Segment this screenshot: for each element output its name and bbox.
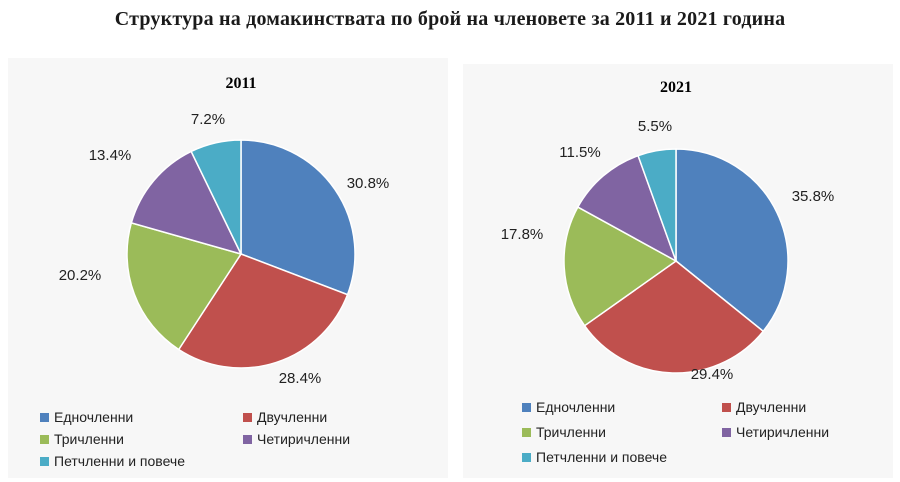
legend-swatch-2 xyxy=(722,403,731,412)
legend-label-5: Петчленни и повече xyxy=(54,453,185,469)
pie-title: 2021 xyxy=(660,79,692,96)
pie-slice-4 xyxy=(130,150,243,256)
data-label-2: 28.4% xyxy=(279,370,322,387)
pie-title: 2011 xyxy=(225,75,256,92)
data-label-3: 17.8% xyxy=(501,226,544,243)
data-label-4: 13.4% xyxy=(89,147,132,164)
legend-swatch-1 xyxy=(522,403,531,412)
legend-label-4: Четиричленни xyxy=(257,431,350,447)
chart-main-title: Структура на домакинствата по брой на чл… xyxy=(114,8,786,30)
legend-swatch-3 xyxy=(522,428,531,437)
legend-label-3: Тричленни xyxy=(54,431,124,447)
pie-slice-5 xyxy=(637,148,677,262)
legend-swatch-1 xyxy=(40,413,49,422)
legend-label-3: Тричленни xyxy=(536,424,606,440)
data-label-5: 7.2% xyxy=(191,111,225,128)
legend-swatch-4 xyxy=(243,435,252,444)
pie-slice-1 xyxy=(675,148,789,333)
legend-label-2: Двучленни xyxy=(736,399,806,415)
pie-slice-2 xyxy=(583,260,765,374)
pie-slice-1 xyxy=(240,139,356,296)
pie-slice-3 xyxy=(563,206,678,327)
legend: Едночленни Двучленни Тричленни Четиричленни… xyxy=(40,409,350,469)
legend-label-2: Двучленни xyxy=(257,409,327,425)
pie-slice-4 xyxy=(576,154,678,263)
pie-slice-2 xyxy=(177,253,349,369)
legend-label-1: Едночленни xyxy=(54,409,133,425)
legend-swatch-3 xyxy=(40,435,49,444)
legend-label-5: Петчленни и повече xyxy=(536,449,667,465)
pie-chart-2021: 2021 35.8% 29.4% 17.8% 11.5% 5.5% Едночленни Дв… xyxy=(501,79,835,465)
data-label-4: 11.5% xyxy=(559,144,600,161)
legend-swatch-5 xyxy=(522,453,531,462)
legend-label-1: Едночленни xyxy=(536,399,615,415)
legend-swatch-5 xyxy=(40,457,49,466)
legend-swatch-4 xyxy=(722,428,731,437)
data-label-5: 5.5% xyxy=(638,118,672,135)
legend: Едночленни Двучленни Тричленни Четиричленни… xyxy=(522,399,829,465)
pie-slice-5 xyxy=(190,139,242,255)
legend-swatch-2 xyxy=(243,413,252,422)
data-label-2: 29.4% xyxy=(691,366,734,383)
legend-label-4: Четиричленни xyxy=(736,424,829,440)
data-label-1: 30.8% xyxy=(347,175,390,192)
data-label-1: 35.8% xyxy=(792,188,835,205)
pie-chart-2011: 2011 30.8% 28.4% 20.2% 13.4% 7.2% Едночленни Дв… xyxy=(40,75,389,469)
pie-slice-3 xyxy=(126,221,243,351)
data-label-3: 20.2% xyxy=(59,267,102,284)
